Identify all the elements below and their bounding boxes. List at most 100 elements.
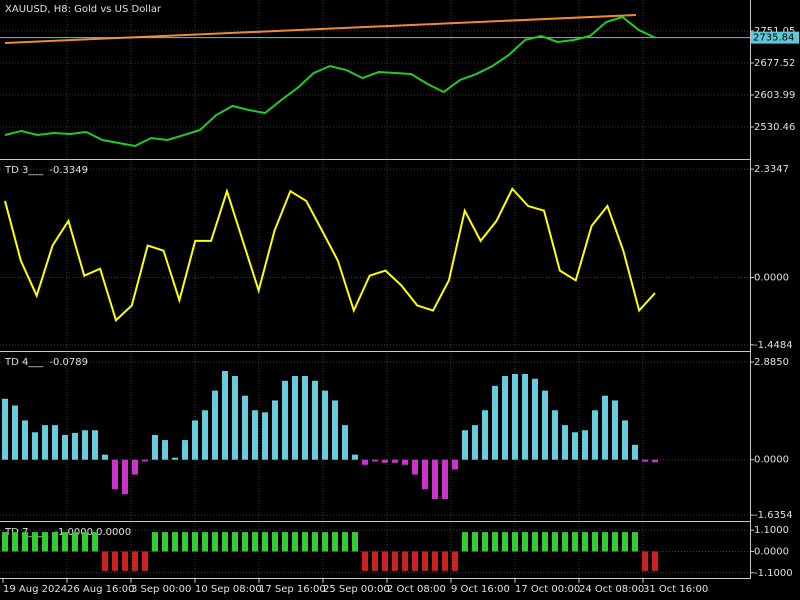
histogram-bar (162, 532, 168, 552)
time-label: 25 Sep 00:00 (323, 584, 390, 595)
histogram-bar (242, 395, 248, 460)
histogram-bar (202, 410, 208, 460)
histogram-bar (292, 532, 298, 552)
histogram-bar (72, 432, 78, 460)
histogram-bar (642, 551, 648, 571)
histogram-bar (502, 532, 508, 552)
histogram-bar (402, 551, 408, 571)
histogram-bar (92, 532, 98, 552)
histogram-bar (432, 551, 438, 571)
y-tick-label: 2.8850 (754, 357, 789, 368)
histogram-bar (102, 551, 108, 571)
histogram-bar (12, 405, 18, 460)
price-label-box (751, 31, 799, 44)
histogram-bar (402, 459, 408, 465)
histogram-bar (182, 440, 188, 460)
histogram-bar (372, 459, 378, 462)
histogram-bar (572, 532, 578, 552)
histogram-bar (262, 412, 268, 460)
histogram-bar (582, 532, 588, 552)
pane-value: -0.3349 (49, 165, 88, 176)
y-tick-label: 1.1000 (754, 525, 789, 536)
pane-title: TD 3___ (4, 165, 44, 176)
time-label: 24 Oct 08:00 (579, 584, 644, 595)
time-label: 9 Oct 16:00 (451, 584, 510, 595)
histogram-bar (612, 400, 618, 460)
histogram-bar (52, 532, 58, 552)
histogram-bar (452, 459, 458, 470)
histogram-bar (52, 425, 58, 460)
histogram-bar (412, 551, 418, 571)
histogram-bar (372, 551, 378, 571)
histogram-bar (522, 532, 528, 552)
y-tick-label: 2677.52 (754, 58, 795, 69)
histogram-bar (542, 390, 548, 460)
y-tick-label: -1.4484 (754, 340, 793, 351)
time-label: 10 Sep 08:00 (195, 584, 262, 595)
histogram-bar (62, 434, 68, 460)
histogram-bar (552, 410, 558, 460)
histogram-bar (412, 459, 418, 475)
histogram-bar (132, 551, 138, 571)
pane-value: -0.0789 (49, 357, 88, 368)
histogram-bar (562, 425, 568, 460)
histogram-bar (562, 532, 568, 552)
time-label: 3 Sep 00:00 (131, 584, 191, 595)
histogram-bar (602, 395, 608, 460)
frame (0, 0, 751, 579)
histogram-bar (612, 532, 618, 552)
histogram-bar (202, 532, 208, 552)
histogram-bar (482, 532, 488, 552)
histogram-bar (22, 532, 28, 552)
trendline (4, 14, 637, 44)
histogram-bar (72, 532, 78, 552)
histogram-bar (42, 425, 48, 460)
time-label: 17 Sep 16:00 (259, 584, 326, 595)
histogram-bar (512, 374, 518, 460)
histogram-bar (32, 432, 38, 460)
histogram-bar (352, 532, 358, 552)
y-tick-label: 0.0000 (754, 273, 789, 284)
histogram-bar (422, 459, 428, 490)
histogram-bar (252, 532, 258, 552)
histogram-bar (352, 454, 358, 460)
histogram-bar (212, 532, 218, 552)
histogram-bar (332, 532, 338, 552)
histogram-bar (12, 532, 18, 552)
histogram-bar (422, 551, 428, 571)
histogram-bar (362, 459, 368, 465)
histogram-bar (122, 459, 128, 495)
y-tick-label: 0.0000 (754, 455, 789, 466)
y-tick-label: 2530.46 (754, 122, 795, 133)
histogram-bar (592, 410, 598, 460)
time-label: 26 Aug 16:00 (67, 584, 134, 595)
histogram-bar (292, 376, 298, 460)
histogram-bar (442, 551, 448, 571)
histogram-bar (342, 425, 348, 460)
histogram-bar (162, 440, 168, 460)
histogram-bar (192, 532, 198, 552)
histogram-bar (652, 459, 658, 463)
histogram-bar (152, 532, 158, 552)
histogram-bar (502, 376, 508, 460)
histogram-bar (232, 376, 238, 460)
histogram-bar (42, 532, 48, 552)
histogram-bar (282, 380, 288, 460)
y-tick-label: 0.0000 (754, 546, 789, 557)
histogram-bar (82, 430, 88, 460)
histogram-bar (382, 551, 388, 571)
histogram-bar (322, 532, 328, 552)
histogram-bar (172, 457, 178, 460)
time-label: 19 Aug 2024 (3, 584, 67, 595)
time-label: 31 Oct 16:00 (643, 584, 708, 595)
histogram-bar (192, 420, 198, 460)
histogram-bar (552, 532, 558, 552)
y-tick-label: 2751.05 (754, 26, 795, 37)
histogram-bar (132, 459, 138, 475)
histogram-bar (142, 551, 148, 571)
histogram-bar (242, 532, 248, 552)
histogram-bar (462, 430, 468, 460)
histogram-bar (222, 370, 228, 460)
histogram-bar (102, 454, 108, 460)
